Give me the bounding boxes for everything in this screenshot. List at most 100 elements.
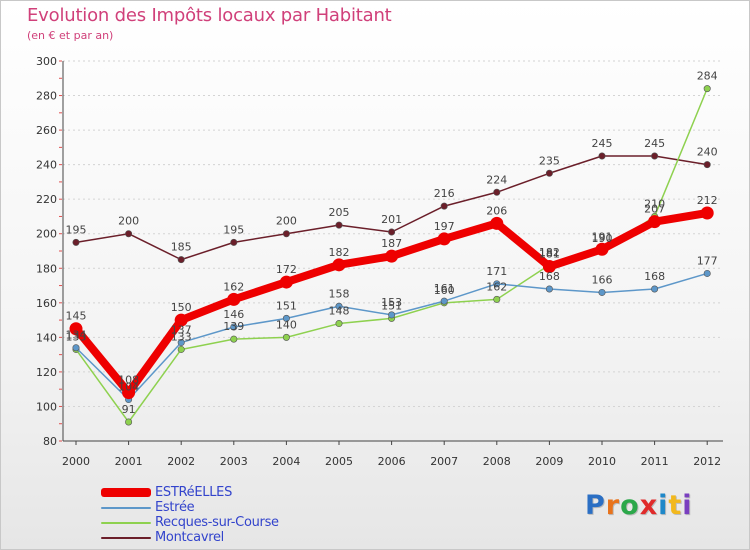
proxiti-logo: Proxiti (585, 490, 693, 521)
data-label-montcavrel-2004: 200 (276, 215, 297, 228)
y-tick-label-300: 300 (36, 55, 57, 68)
logo-letter: o (620, 490, 640, 521)
data-label-estrée-2006: 153 (381, 296, 402, 309)
chart-title: Evolution des Impôts locaux par Habitant (27, 5, 392, 26)
x-tick-label-2010: 2010 (588, 455, 616, 468)
y-tick-label-200: 200 (36, 228, 57, 241)
data-label-recques-sur-course-2008: 162 (486, 280, 507, 293)
chart-legend: ESTRéELLES Estrée Recques-sur-Course Montca… (101, 485, 279, 545)
point-estrée-2008 (493, 280, 501, 288)
point-montcavrel-2004 (282, 230, 290, 238)
data-label-montcavrel-2001: 200 (118, 215, 139, 228)
point-estrée-2012 (703, 269, 711, 277)
legend-label: Estrée (155, 500, 195, 515)
data-label-montcavrel-2003: 195 (223, 223, 244, 236)
point-montcavrel-2012 (703, 161, 711, 169)
point-recques-sur-course-2008 (493, 295, 501, 303)
point-recques-sur-course-2012 (703, 85, 711, 93)
x-tick-label-2006: 2006 (378, 455, 406, 468)
legend-item-estrée: Estrée (101, 500, 279, 515)
data-label-recques-sur-course-2004: 140 (276, 318, 297, 331)
x-tick-label-2009: 2009 (535, 455, 563, 468)
point-recques-sur-course-2005 (335, 320, 343, 328)
point-estrée-2003 (230, 323, 238, 331)
point-montcavrel-2001 (125, 230, 133, 238)
x-tick-label-2001: 2001 (115, 455, 143, 468)
point-montcavrel-2005 (335, 221, 343, 229)
data-label-estréelles-2003: 162 (223, 280, 244, 293)
data-label-estrée-2011: 168 (644, 270, 665, 283)
x-tick-label-2000: 2000 (62, 455, 90, 468)
point-estréelles-2001 (122, 386, 136, 400)
data-label-estrée-2008: 171 (486, 265, 507, 278)
logo-letter: i (682, 490, 693, 521)
point-estrée-2010 (598, 288, 606, 296)
data-label-recques-sur-course-2011: 210 (644, 197, 665, 210)
point-estréelles-2010 (595, 242, 609, 256)
y-tick-label-240: 240 (36, 159, 57, 172)
point-montcavrel-2011 (651, 152, 659, 160)
point-estréelles-2003 (227, 292, 241, 306)
data-label-montcavrel-2002: 185 (171, 241, 192, 254)
data-label-estréelles-2005: 182 (329, 246, 350, 259)
data-label-estrée-2002: 137 (171, 324, 192, 337)
data-label-estréelles-2007: 197 (434, 220, 455, 233)
data-label-montcavrel-2009: 235 (539, 154, 560, 167)
point-recques-sur-course-2002 (177, 345, 185, 353)
legend-item-estréelles: ESTRéELLES (101, 485, 279, 500)
data-label-estréelles-2002: 150 (171, 301, 192, 314)
data-label-estrée-2004: 151 (276, 299, 297, 312)
point-estréelles-2004 (279, 275, 293, 289)
point-estréelles-2007 (437, 232, 451, 246)
y-tick-label-100: 100 (36, 400, 57, 413)
data-label-recques-sur-course-2006: 151 (381, 299, 402, 312)
point-montcavrel-2003 (230, 238, 238, 246)
data-label-recques-sur-course-2002: 133 (171, 330, 192, 343)
y-tick-label-260: 260 (36, 124, 57, 137)
point-recques-sur-course-2004 (282, 333, 290, 341)
logo-letter: t (668, 490, 683, 521)
chart-subtitle: (en € et par an) (27, 29, 114, 42)
legend-item-montcavrel: Montcavrel (101, 530, 279, 545)
point-estrée-2000 (72, 344, 80, 352)
data-label-estréelles-2011: 207 (644, 203, 665, 216)
y-tick-label-220: 220 (36, 193, 57, 206)
logo-letter: i (658, 490, 669, 521)
data-label-estréelles-2008: 206 (486, 204, 507, 217)
legend-item-recques-sur-course: Recques-sur-Course (101, 515, 279, 530)
data-label-recques-sur-course-2003: 139 (223, 320, 244, 333)
point-estrée-2011 (651, 285, 659, 293)
logo-letter: x (639, 490, 659, 521)
point-montcavrel-2006 (388, 228, 396, 236)
data-label-recques-sur-course-2000: 133 (66, 330, 87, 343)
point-estréelles-2012 (700, 206, 714, 220)
data-label-estrée-2009: 168 (539, 270, 560, 283)
x-tick-label-2011: 2011 (641, 455, 669, 468)
data-label-estréelles-2000: 145 (66, 310, 87, 323)
data-label-montcavrel-2010: 245 (592, 137, 613, 150)
point-estréelles-2005 (332, 258, 346, 272)
y-tick-label-140: 140 (36, 331, 57, 344)
point-estréelles-2011 (648, 215, 662, 229)
data-label-montcavrel-2011: 245 (644, 137, 665, 150)
legend-label: ESTRéELLES (155, 485, 233, 500)
y-tick-label-80: 80 (43, 435, 57, 448)
logo-letter: P (585, 490, 606, 521)
data-label-recques-sur-course-2005: 148 (329, 305, 350, 318)
x-tick-label-2004: 2004 (272, 455, 300, 468)
data-label-recques-sur-course-2012: 284 (697, 70, 718, 83)
data-label-estrée-2005: 158 (329, 287, 350, 300)
data-label-recques-sur-course-2007: 160 (434, 284, 455, 297)
point-estrée-2005 (335, 302, 343, 310)
point-estrée-2006 (388, 311, 396, 319)
point-montcavrel-2000 (72, 238, 80, 246)
x-tick-label-2012: 2012 (693, 455, 721, 468)
data-label-recques-sur-course-2009: 182 (539, 246, 560, 259)
point-montcavrel-2002 (177, 256, 185, 264)
point-montcavrel-2010 (598, 152, 606, 160)
data-label-estréelles-2009: 181 (539, 248, 560, 261)
point-estrée-2009 (545, 285, 553, 293)
legend-label: Montcavrel (155, 530, 224, 545)
point-recques-sur-course-2001 (125, 418, 133, 426)
